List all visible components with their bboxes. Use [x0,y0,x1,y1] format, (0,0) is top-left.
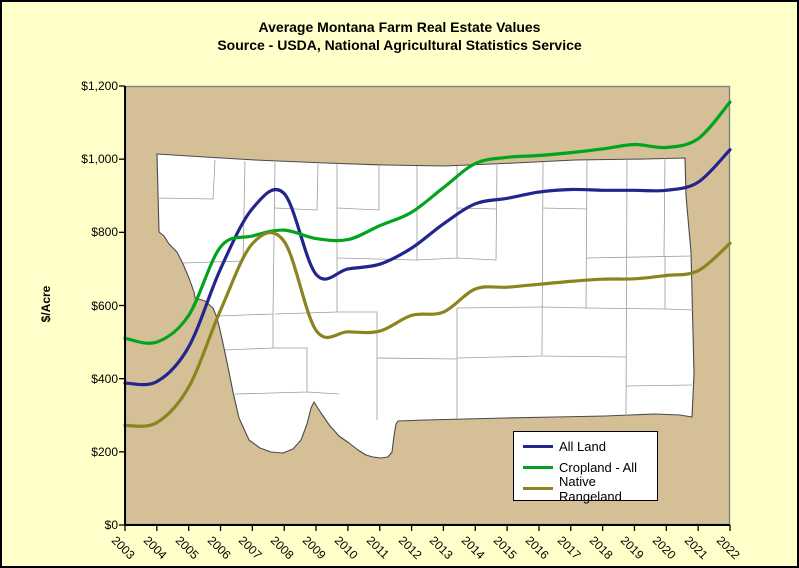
data-series [123,100,732,428]
chart-title: Average Montana Farm Real Estate Values [258,19,541,35]
series-line-cropland-all [123,100,732,345]
legend-label: Cropland - All [559,460,638,475]
chart-subtitle: Source - USDA, National Agricultural Sta… [217,37,582,53]
y-tick-label: $400 [91,371,118,386]
montana-map [156,153,695,459]
legend-label: Native Rangeland [559,473,622,504]
chart-title-block: Average Montana Farm Real Estate Values … [2,18,797,54]
y-tick-label: $200 [91,444,118,459]
series-line-native-rangeland [123,231,732,428]
legend-line-swatch [523,487,553,490]
legend-label: All Land [559,439,606,454]
y-tick-label: $1,200 [81,79,118,93]
y-axis-title: $/Acre [39,285,53,323]
legend-item: All Land [514,436,657,457]
y-tick-label: $0 [104,518,118,532]
legend-item: Cropland - All [514,457,657,478]
y-tick-label: $1,000 [81,152,118,167]
legend-line-swatch [523,466,553,469]
legend: All Land Cropland - All Native Rangeland [513,431,658,504]
legend-line-swatch [523,445,553,448]
y-tick-label: $600 [91,298,118,313]
legend-item: Native Rangeland [514,474,657,504]
series-line-all-land [123,148,732,387]
y-tick-label: $800 [91,225,118,240]
